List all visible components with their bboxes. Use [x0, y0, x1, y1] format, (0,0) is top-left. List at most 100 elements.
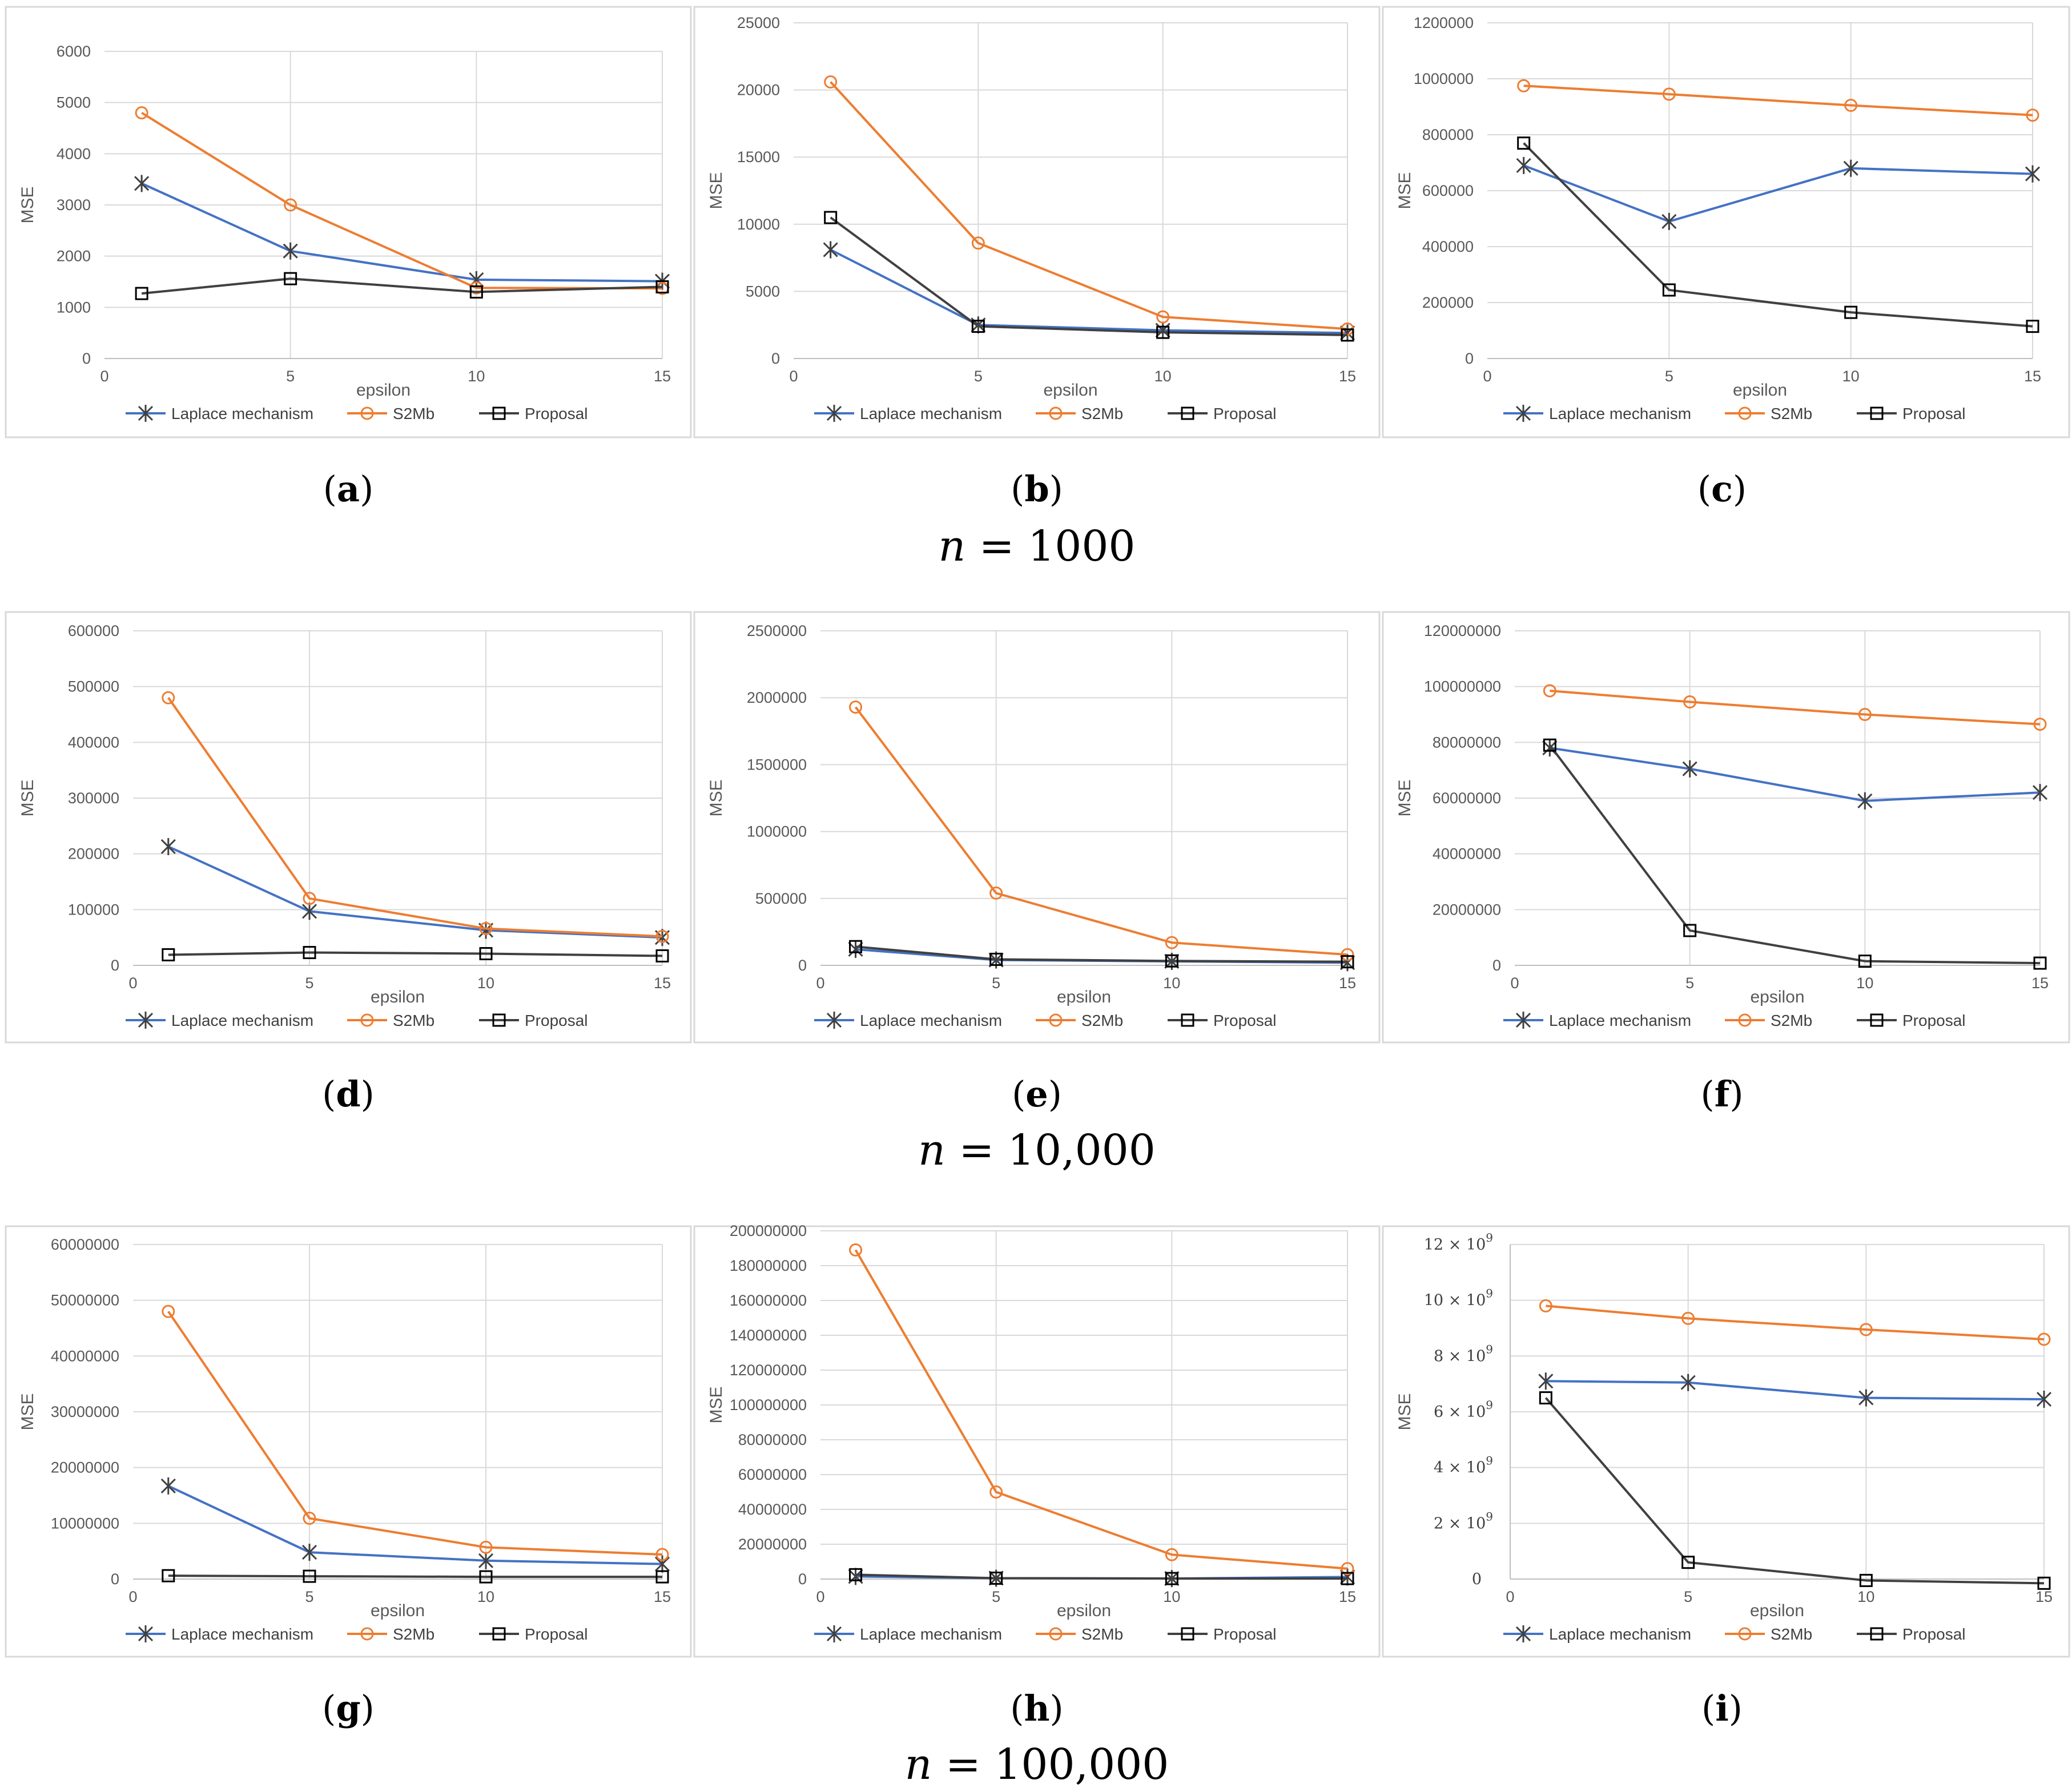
legend-item-s2mb: S2Mb [1036, 405, 1123, 422]
y-tick-label: 2500000 [747, 622, 807, 639]
legend-label: Proposal [1213, 1012, 1277, 1029]
panel-label: (h) [1010, 1688, 1063, 1729]
y-tick-label: 60000000 [51, 1236, 119, 1253]
series-line [141, 182, 663, 283]
series-line [855, 1573, 1347, 1580]
legend-label: S2Mb [393, 1012, 434, 1029]
x-tick-label: 0 [816, 974, 824, 992]
y-tick-label: 800000 [1422, 126, 1474, 143]
legend-item-proposal: Proposal [1168, 1625, 1277, 1643]
legend-label: Laplace mechanism [1549, 1012, 1691, 1029]
y-tick-label: 6000 [57, 43, 91, 60]
data-point [1681, 1556, 1695, 1569]
data-point [1517, 136, 1531, 150]
series-line [1546, 1304, 2045, 1341]
panel-frame [693, 1225, 1381, 1658]
legend-item-proposal: Proposal [1857, 405, 1966, 422]
legend-marker [826, 1012, 842, 1029]
y-axis-title: MSE [18, 779, 37, 816]
data-point [1341, 1572, 1354, 1585]
series-line [167, 845, 663, 939]
y-tick-label: 2 × 109 [1434, 1509, 1493, 1532]
x-tick-label: 5 [1685, 974, 1694, 992]
legend-item-s2mb: S2Mb [347, 405, 434, 422]
panel-label: (f) [1700, 1073, 1743, 1115]
data-point [283, 242, 298, 260]
series-line [855, 945, 1348, 963]
y-tick-label: 100000 [68, 901, 119, 918]
legend-marker [1515, 1012, 1531, 1029]
series-proposal [849, 1568, 1354, 1585]
chart-panel-g: 0 10000000 20000000 30000000 40000000 5000000… [5, 1225, 692, 1658]
y-tick-label: 600000 [1422, 182, 1474, 199]
y-tick-label: 100000000 [730, 1396, 807, 1414]
legend-marker [138, 405, 154, 422]
y-tick-label: 4000 [57, 145, 91, 162]
series-s2mb [824, 75, 1354, 336]
panel-frame [5, 1225, 692, 1658]
data-point [1859, 1573, 1873, 1587]
y-tick-label: 140000000 [730, 1327, 807, 1344]
row-label: n = 100,000 [905, 1740, 1169, 1788]
data-point [1843, 159, 1858, 177]
data-point [301, 903, 317, 920]
data-point [2026, 320, 2039, 333]
series-line [1550, 689, 2041, 726]
legend-item-s2mb: S2Mb [1725, 405, 1812, 422]
series-s2mb [849, 1243, 1354, 1576]
panel-frame [1382, 611, 2070, 1044]
y-tick-label: 1000 [57, 299, 91, 316]
legend-item-proposal: Proposal [1857, 1012, 1966, 1029]
data-point [1165, 1572, 1178, 1585]
legend-marker [1870, 1013, 1884, 1027]
chart-panel-a: 0 1000 2000 3000 4000 5000 6000 0 5 10 15 epsilon MS… [5, 6, 692, 438]
series-laplace [1516, 156, 2041, 230]
chart-panel-f: 0 20000000 40000000 60000000 80000000 1000000… [1382, 611, 2070, 1044]
legend-marker [1738, 1627, 1752, 1641]
panel-label: (d) [322, 1073, 375, 1115]
y-tick-label: 20000 [737, 82, 780, 99]
series-s2mb [162, 691, 669, 943]
data-point [160, 837, 176, 855]
y-axis-title: MSE [18, 1393, 37, 1430]
chart-panel-h: 0 20000000 40000000 60000000 80000000 1000000… [693, 1222, 1381, 1658]
x-axis-title: epsilon [1057, 988, 1111, 1006]
y-tick-label: 200000 [68, 845, 119, 863]
legend-label: Laplace mechanism [171, 1012, 313, 1029]
legend-marker [1181, 1627, 1194, 1641]
legend-marker [1181, 406, 1194, 420]
y-tick-label: 0 [1465, 350, 1474, 367]
x-tick-label: 10 [1163, 1588, 1180, 1605]
data-point [971, 320, 985, 333]
series-line [141, 277, 663, 295]
series-line [830, 216, 1348, 336]
y-tick-label: 100000000 [1424, 678, 1501, 695]
data-point [823, 241, 838, 259]
panel-frame [5, 6, 692, 438]
data-point [849, 700, 863, 714]
data-point [1341, 948, 1354, 961]
data-point [478, 1552, 494, 1569]
data-point [1681, 1311, 1695, 1325]
legend-label: Laplace mechanism [860, 1012, 1002, 1029]
y-tick-exponent: 9 [1486, 1231, 1493, 1245]
data-point [655, 280, 669, 293]
x-axis-title: epsilon [1750, 988, 1804, 1006]
series-line [168, 1574, 662, 1578]
y-tick-label: 20000000 [51, 1459, 119, 1476]
x-tick-label: 0 [1483, 368, 1491, 385]
legend-marker [1181, 1013, 1194, 1027]
series-line [167, 1485, 663, 1565]
x-tick-label: 15 [654, 974, 671, 992]
y-tick-label: 10000000 [51, 1515, 119, 1532]
y-tick-label: 200000 [1422, 294, 1474, 311]
series-line [1523, 142, 2033, 328]
data-point [303, 1569, 316, 1583]
legend-marker [826, 405, 842, 422]
y-tick-label: 160000000 [730, 1292, 807, 1309]
x-tick-label: 15 [654, 1588, 671, 1605]
legend-marker [1049, 1627, 1063, 1641]
series-line [1523, 164, 2033, 223]
legend-label: Proposal [525, 1625, 588, 1643]
